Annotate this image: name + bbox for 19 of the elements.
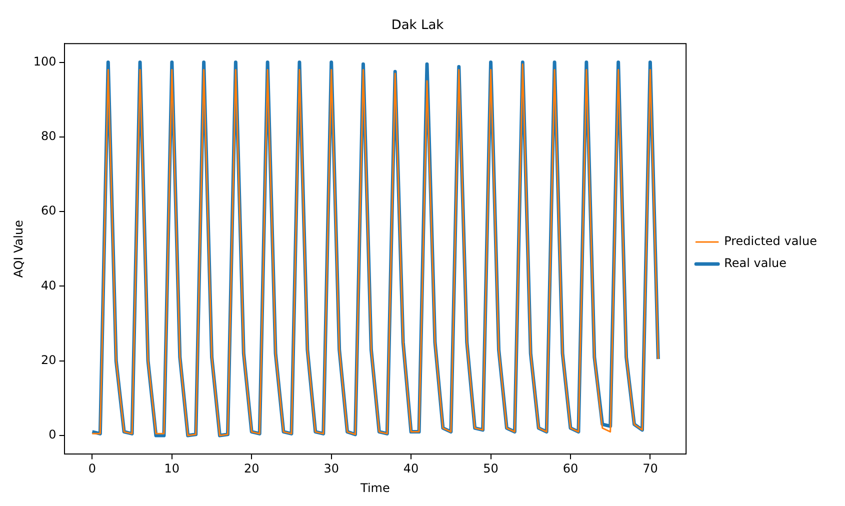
x-tick-label: 40 (403, 462, 419, 476)
x-tick-label: 30 (324, 462, 339, 476)
x-tick-label: 10 (164, 462, 180, 476)
x-tick-label: 20 (244, 462, 260, 476)
x-tick-label: 0 (88, 462, 96, 476)
y-tick-label: 40 (41, 278, 56, 292)
legend-label: Real value (724, 256, 787, 270)
y-tick-label: 100 (33, 54, 56, 68)
x-tick-label: 50 (483, 462, 498, 476)
legend-label: Predicted value (724, 234, 818, 248)
chart-title: Dak Lak (391, 18, 444, 34)
x-axis-title: Time (360, 480, 390, 495)
y-tick-label: 0 (48, 428, 56, 442)
y-tick-label: 80 (41, 129, 56, 144)
x-tick-label: 60 (562, 462, 578, 476)
x-tick-label: 70 (642, 462, 658, 476)
y-axis-title: AQI Value (11, 220, 26, 278)
y-tick-label: 60 (41, 204, 56, 218)
y-tick-label: 20 (41, 353, 56, 368)
